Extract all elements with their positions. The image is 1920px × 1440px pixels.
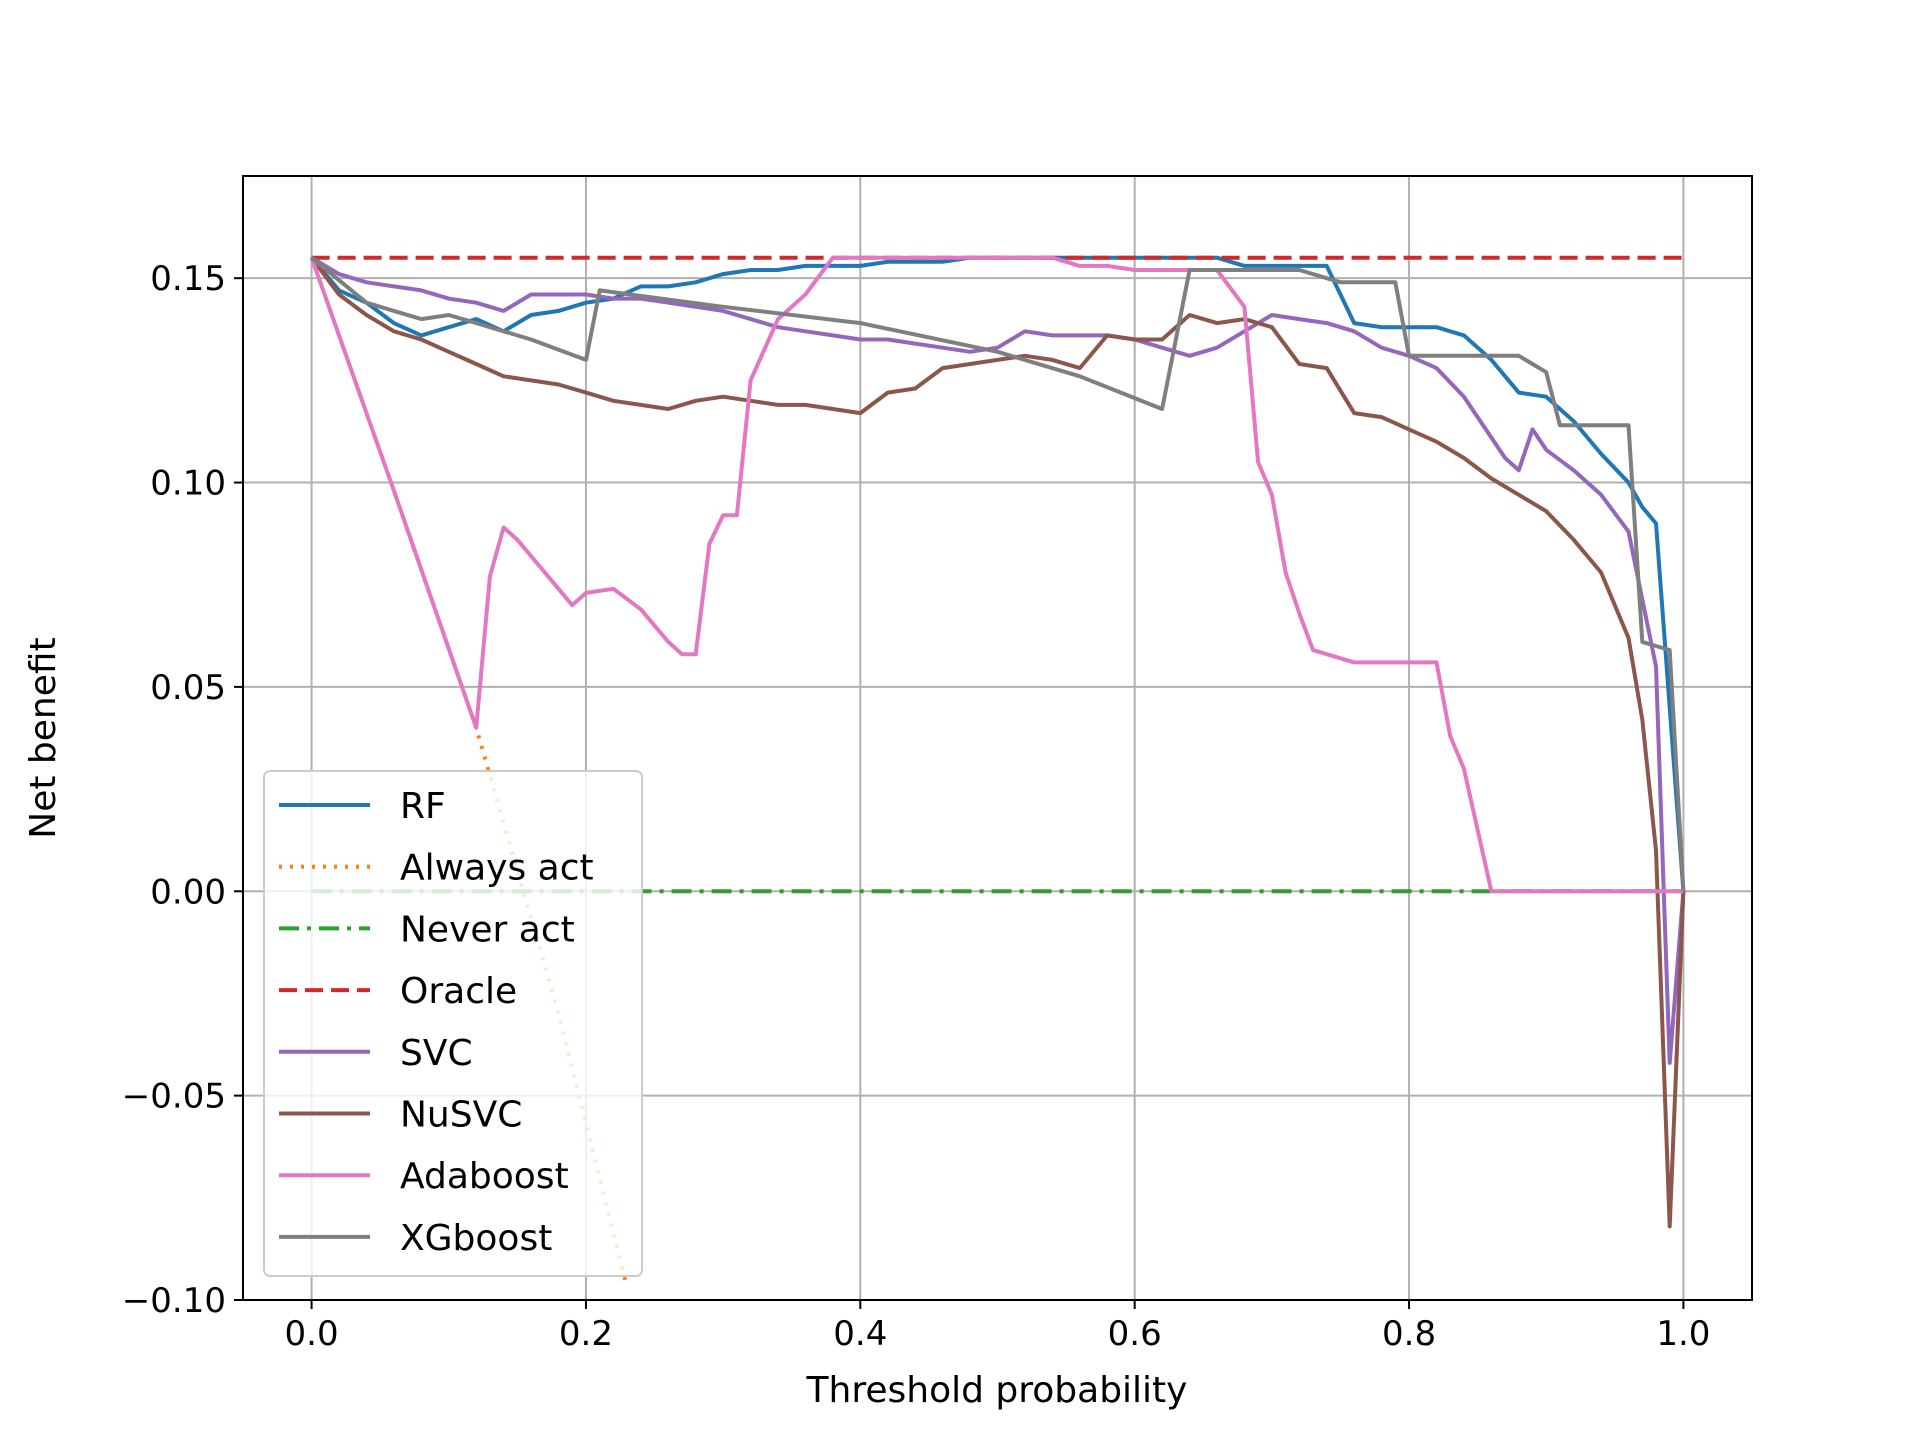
legend-label: Oracle [400, 971, 517, 1012]
legend-label: NuSVC [400, 1095, 522, 1136]
legend: RF Always act Never act Oracle SVC NuSVC Adabo… [263, 770, 643, 1277]
y-tick-label: 0.05 [150, 668, 226, 708]
series-nusvc [309, 256, 1686, 1229]
legend-label: Adaboost [400, 1156, 569, 1197]
x-tick-label: 0.4 [833, 1314, 887, 1354]
legend-label: Never act [400, 909, 575, 950]
y-tick-label: 0.00 [150, 872, 226, 912]
y-axis-title: Net benefit [23, 637, 64, 838]
series-svc [310, 255, 1686, 1065]
y-tick-label: −0.10 [122, 1281, 226, 1321]
legend-label: SVC [400, 1033, 473, 1074]
series-adaboost [309, 255, 1684, 894]
x-tick-label: 0.2 [559, 1314, 613, 1354]
x-tick-label: 1.0 [1656, 1314, 1710, 1354]
x-axis-title: Threshold probability [806, 1370, 1188, 1411]
y-tick-label: 0.10 [150, 464, 226, 504]
series-xgboost [310, 256, 1686, 892]
legend-label: Always act [400, 848, 594, 889]
plot-frame [242, 175, 1753, 1301]
x-tick-label: 0.6 [1108, 1314, 1162, 1354]
x-tick-label: 0.8 [1382, 1314, 1436, 1354]
legend-box [263, 770, 643, 1277]
legend-label: XGboost [400, 1218, 552, 1259]
legend-entries: RF Always act Never act Oracle SVC NuSVC Adabo… [279, 786, 594, 1259]
axis-ticks: 0.0 0.2 0.4 0.6 0.8 1.0 −0.10 −0.05 0.00 0.05 0.10… [122, 259, 1711, 1354]
y-tick-label: 0.15 [150, 259, 226, 299]
y-tick-label: −0.05 [122, 1077, 226, 1117]
legend-label: RF [400, 786, 446, 827]
x-tick-label: 0.0 [285, 1314, 339, 1354]
